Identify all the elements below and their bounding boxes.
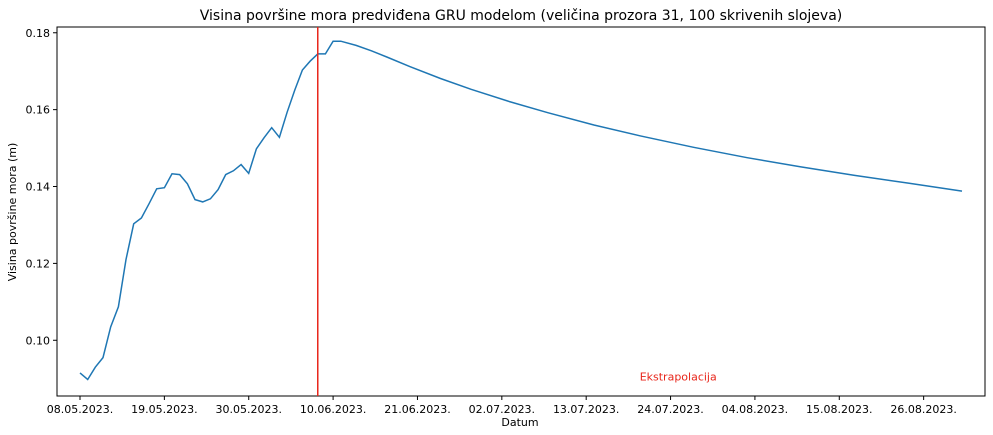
x-axis-title: Datum xyxy=(501,416,538,429)
x-tick-label: 08.05.2023. xyxy=(47,403,113,416)
x-tick-label: 15.08.2023. xyxy=(806,403,872,416)
y-tick-label: 0.10 xyxy=(26,334,51,347)
x-axis-ticks: 08.05.2023. 19.05.2023. 30.05.2023. 10.06.2… xyxy=(47,396,957,416)
y-tick-label: 0.14 xyxy=(26,181,51,194)
y-tick-label: 0.12 xyxy=(26,257,51,270)
y-axis-ticks: 0.10 0.12 0.14 0.16 0.18 xyxy=(26,27,57,347)
x-tick-label: 13.07.2023. xyxy=(553,403,619,416)
x-tick-label: 24.07.2023. xyxy=(637,403,703,416)
x-tick-label: 10.06.2023. xyxy=(300,403,366,416)
x-tick-label: 04.08.2023. xyxy=(722,403,788,416)
x-tick-label: 26.08.2023. xyxy=(890,403,956,416)
x-tick-label: 02.07.2023. xyxy=(469,403,535,416)
extrapolation-label: Ekstrapolacija xyxy=(640,371,717,384)
x-tick-label: 21.06.2023. xyxy=(384,403,450,416)
y-axis-title: Visina površine mora (m) xyxy=(6,143,19,282)
x-tick-label: 30.05.2023. xyxy=(215,403,281,416)
series-line xyxy=(79,40,963,381)
x-tick-label: 19.05.2023. xyxy=(131,403,197,416)
chart-title: Visina površine mora predviđena GRU mode… xyxy=(200,8,843,24)
y-tick-label: 0.16 xyxy=(26,104,51,117)
y-tick-label: 0.18 xyxy=(26,27,51,40)
plot-frame xyxy=(56,26,986,397)
